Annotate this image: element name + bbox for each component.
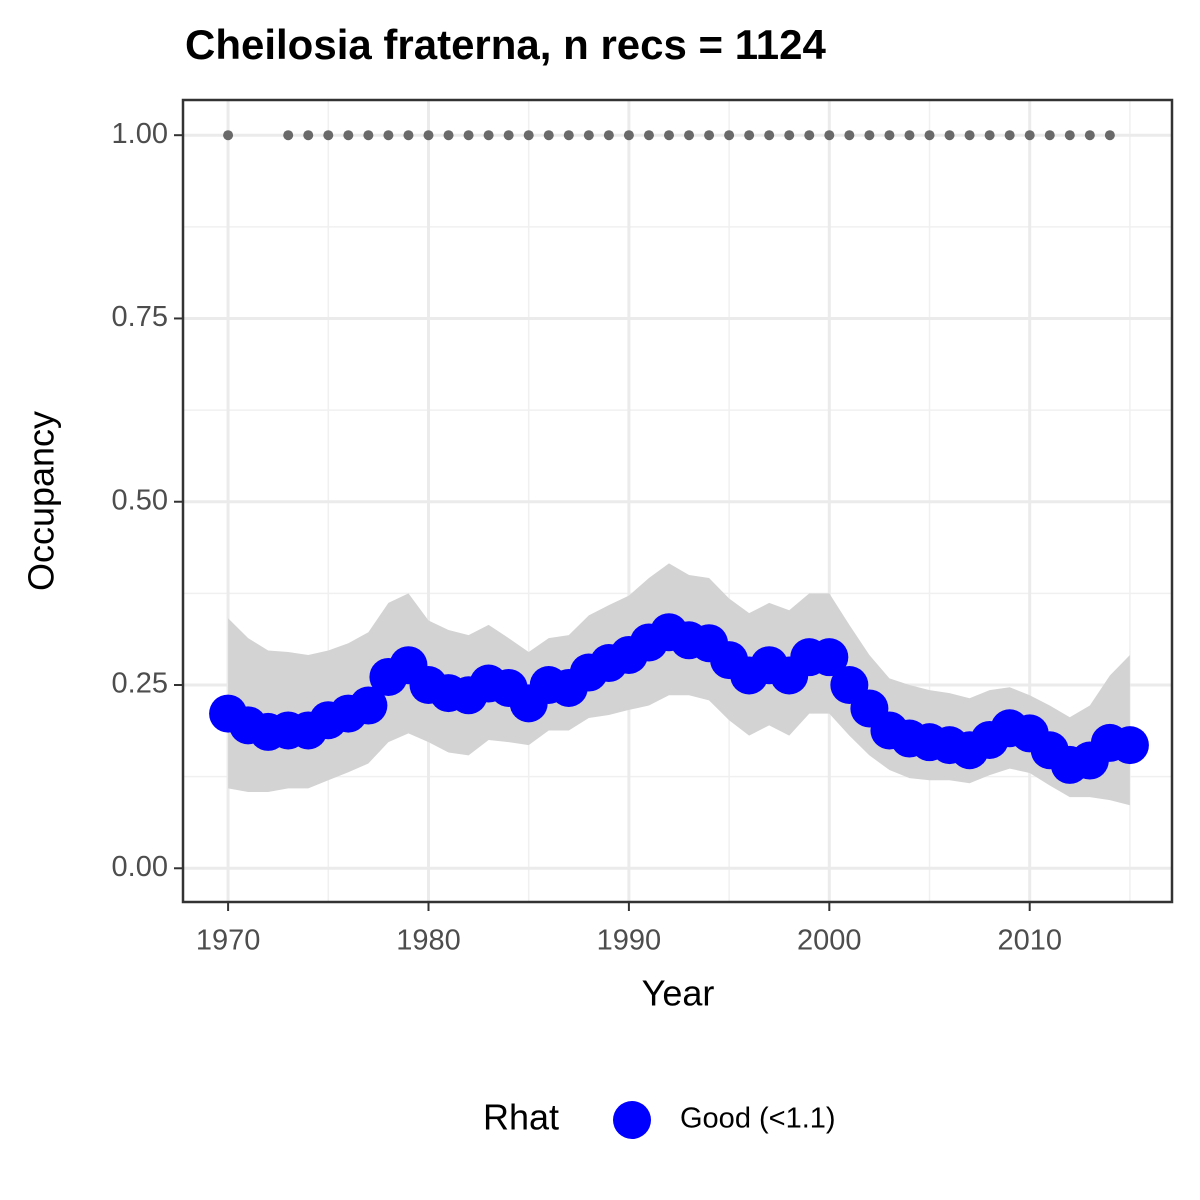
x-tick-label: 1980: [396, 925, 461, 957]
record-point: [764, 130, 775, 141]
record-point: [423, 130, 434, 141]
record-point: [824, 130, 835, 141]
series-point: [349, 686, 388, 725]
record-point: [583, 130, 594, 141]
record-point: [563, 130, 574, 141]
y-tick-label: 0.25: [112, 668, 168, 700]
record-point: [684, 130, 695, 141]
record-point: [663, 130, 674, 141]
x-axis-label: Year: [642, 973, 715, 1014]
series-point: [810, 638, 849, 677]
record-point: [1104, 130, 1115, 141]
y-axis-label: Occupancy: [21, 411, 62, 591]
record-point: [1064, 130, 1075, 141]
legend-title: Rhat: [483, 1097, 559, 1138]
record-point: [864, 130, 875, 141]
record-point: [984, 130, 995, 141]
x-tick-label: 2000: [797, 925, 862, 957]
series-point: [1110, 726, 1149, 765]
record-point: [443, 130, 454, 141]
record-point: [603, 130, 614, 141]
record-point: [643, 130, 654, 141]
record-point: [283, 130, 294, 141]
record-point: [383, 130, 394, 141]
y-tick-label: 1.00: [112, 118, 168, 150]
chart-title: Cheilosia fraterna, n recs = 1124: [185, 21, 826, 68]
record-point: [804, 130, 815, 141]
record-point: [1044, 130, 1055, 141]
record-point: [363, 130, 374, 141]
record-point: [623, 130, 634, 141]
record-point: [463, 130, 474, 141]
record-point: [503, 130, 514, 141]
y-tick-label: 0.00: [112, 851, 168, 883]
legend-label: Good (<1.1): [680, 1103, 836, 1135]
record-point: [744, 130, 755, 141]
record-point: [884, 130, 895, 141]
record-point: [1024, 130, 1035, 141]
record-point: [303, 130, 314, 141]
x-tick-label: 1990: [597, 925, 662, 957]
record-point: [403, 130, 414, 141]
x-tick-label: 2010: [997, 925, 1062, 957]
y-tick-label: 0.75: [112, 301, 168, 333]
record-point: [1084, 130, 1095, 141]
record-point: [1004, 130, 1015, 141]
record-point: [343, 130, 354, 141]
panel-border: [181, 98, 1174, 904]
record-point: [724, 130, 735, 141]
record-point: [323, 130, 334, 141]
x-tick-label: 1970: [196, 925, 261, 957]
record-point: [704, 130, 715, 141]
legend-marker: [613, 1101, 651, 1139]
record-point: [944, 130, 955, 141]
record-point: [223, 130, 234, 141]
record-point: [904, 130, 915, 141]
record-point: [844, 130, 855, 141]
record-point: [543, 130, 554, 141]
record-point: [483, 130, 494, 141]
record-point: [964, 130, 975, 141]
y-tick-label: 0.50: [112, 484, 168, 516]
record-point: [784, 130, 795, 141]
record-point: [924, 130, 935, 141]
record-point: [523, 130, 534, 141]
